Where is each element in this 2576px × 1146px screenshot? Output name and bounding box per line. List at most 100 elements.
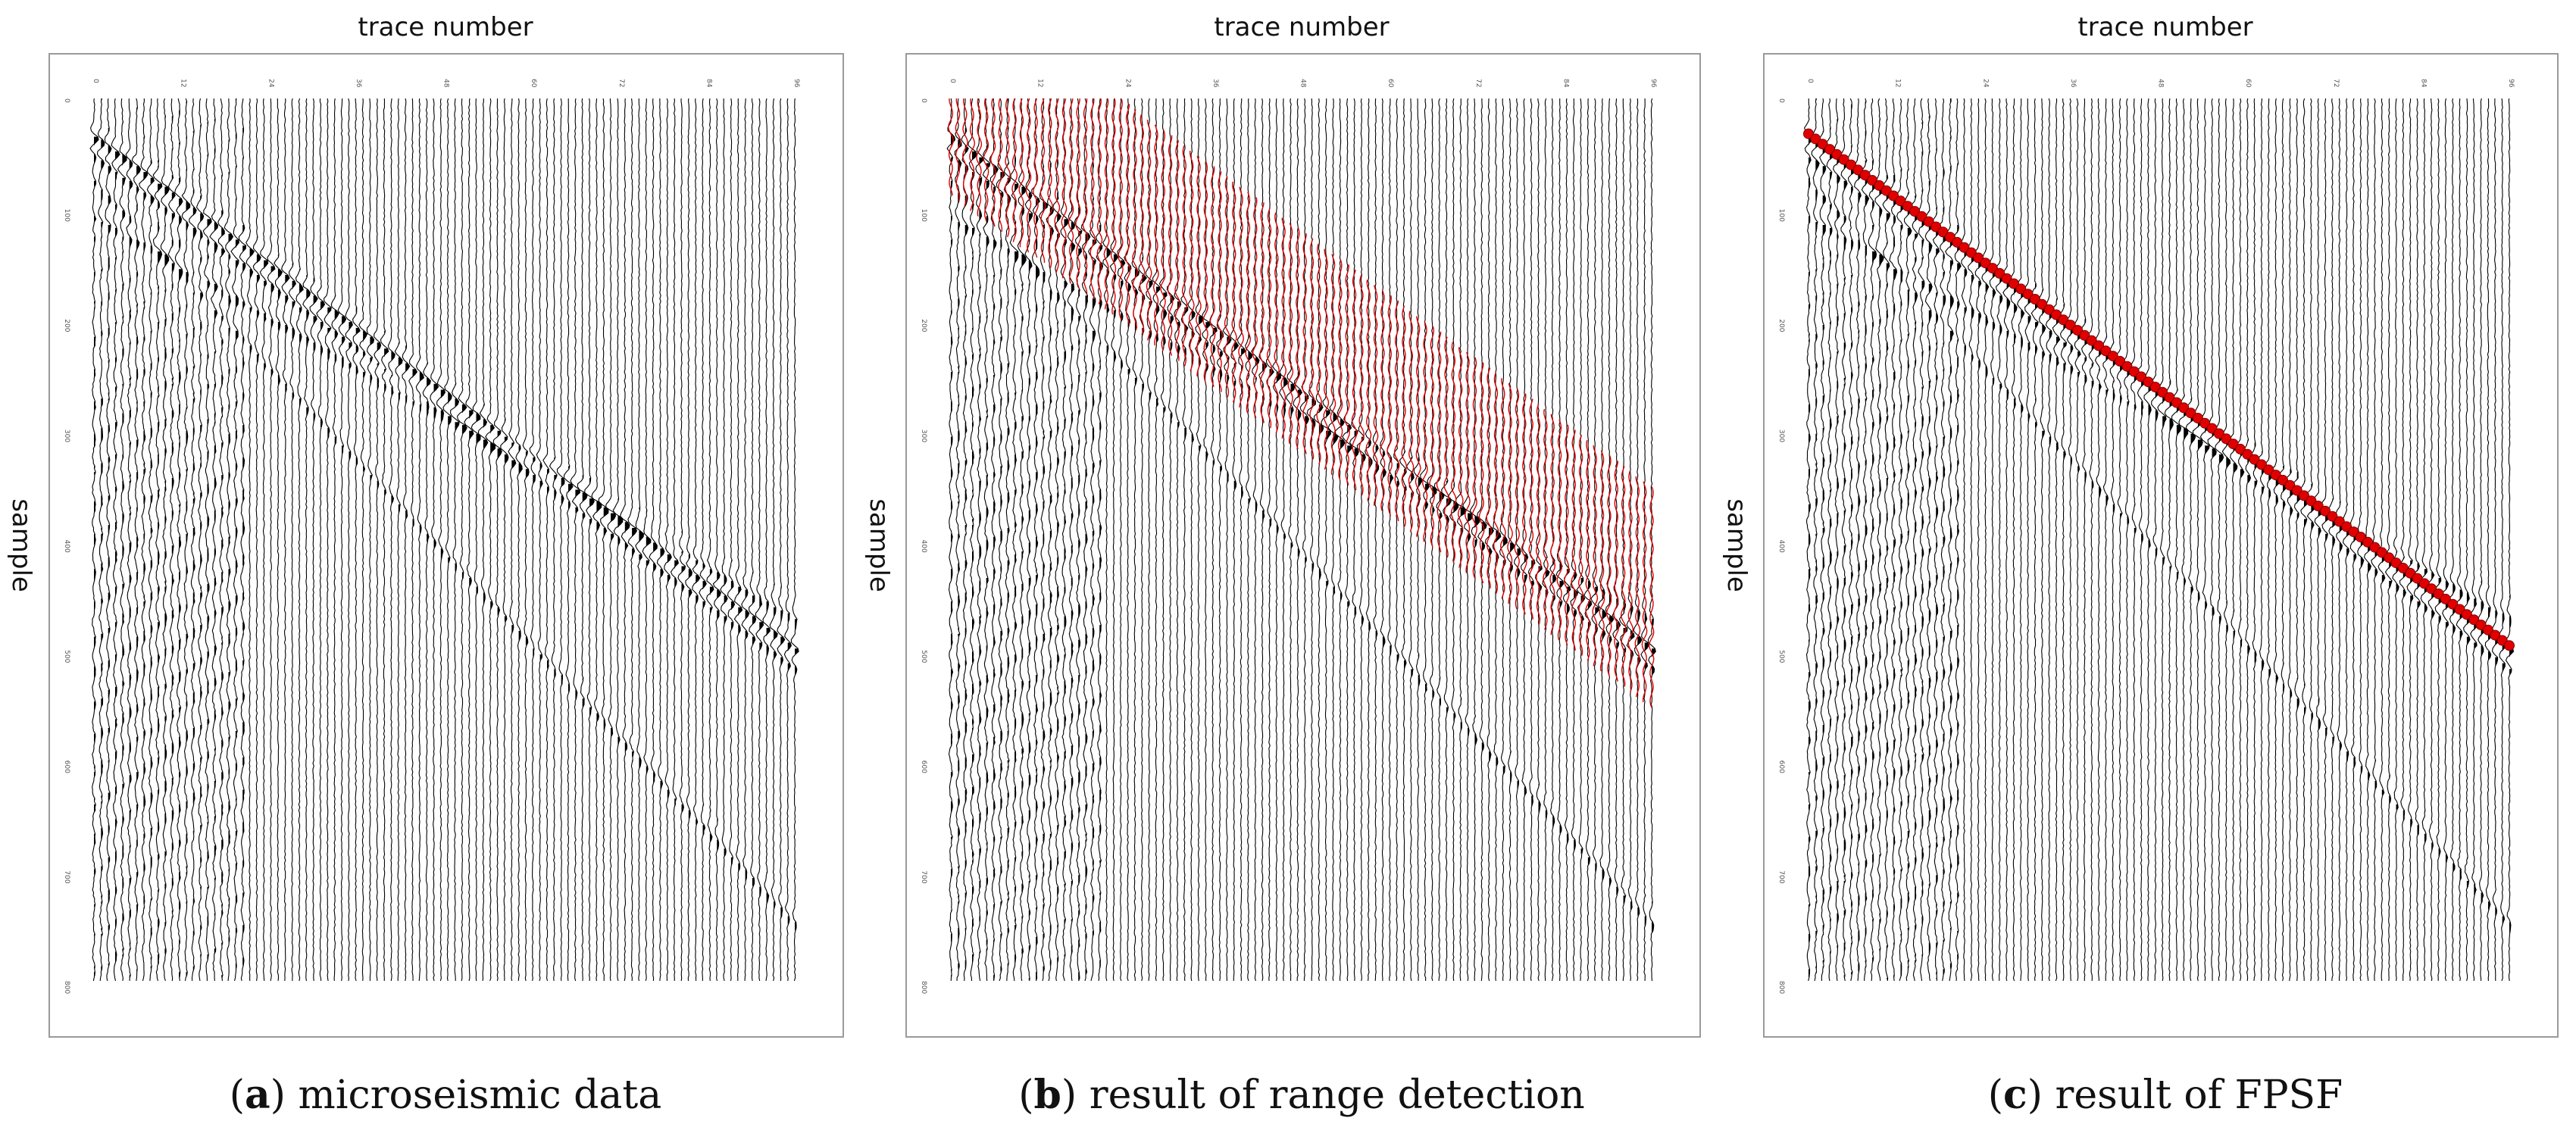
x-tick-label: 12	[1894, 79, 1902, 87]
trace-fill-77	[639, 507, 644, 770]
range-trace-18	[1075, 98, 1081, 289]
range-trace-79	[1507, 383, 1513, 604]
y-axis-title: sample	[1721, 498, 1752, 592]
trace-fill-25	[1985, 266, 1990, 378]
trace-95	[1618, 98, 1628, 982]
trace-fill-66	[2275, 478, 2280, 684]
trace-fill-89	[724, 557, 728, 857]
trace-fill-81	[1524, 554, 1528, 796]
y-axis-title: sample	[864, 498, 894, 592]
range-trace-65	[1408, 311, 1415, 532]
trace-63	[2250, 98, 2258, 982]
trace-71	[2306, 98, 2317, 982]
trace-fill-1	[958, 139, 961, 970]
trace-75	[2334, 98, 2345, 981]
range-trace-75	[1478, 362, 1485, 584]
trace-14	[189, 98, 197, 982]
trace-1	[1811, 98, 1820, 982]
trace-fill-67	[2283, 466, 2288, 693]
trace-49	[1293, 98, 1303, 981]
range-trace-25	[1124, 104, 1131, 325]
trace-25	[267, 98, 276, 982]
trace-fill-68	[1432, 486, 1436, 699]
trace-95	[2477, 98, 2486, 982]
trace-92	[741, 98, 750, 982]
x-tick-label: 96	[1649, 79, 1657, 88]
trace-32	[316, 98, 326, 982]
trace-31	[2024, 98, 2033, 982]
trace-fill-14	[1907, 136, 1912, 970]
trace-fill-69	[1439, 478, 1444, 707]
range-trace-78	[1499, 378, 1506, 599]
panel-caption: (b) result of range detection	[1018, 1072, 1585, 1118]
y-tick-label: 300	[920, 429, 927, 442]
pick-point	[2079, 329, 2090, 341]
pick-point	[2178, 402, 2190, 414]
trace-fill-81	[667, 525, 672, 799]
wiggle-fills	[94, 98, 799, 981]
trace-23	[1109, 98, 1119, 982]
trace-46	[415, 98, 424, 982]
trace-fill-76	[1489, 528, 1494, 763]
pick-point	[2461, 609, 2472, 620]
trace-fill-19	[1943, 169, 1948, 976]
range-trace-53	[1323, 248, 1330, 470]
pick-point	[2242, 448, 2253, 460]
trace-fill-60	[518, 445, 523, 643]
pick-point	[2256, 459, 2267, 470]
pick-point	[2270, 470, 2281, 481]
trace-32	[2030, 98, 2040, 982]
trace-33	[1180, 98, 1189, 982]
trace-fill-62	[2247, 439, 2251, 654]
trace-34	[2045, 98, 2054, 982]
trace-fill-94	[2474, 598, 2478, 896]
trace-fill-80	[1517, 548, 1521, 790]
trace-16	[202, 98, 212, 981]
range-trace-64	[1401, 305, 1408, 527]
trace-fill-98	[1644, 613, 1649, 929]
trace-fill-27	[1999, 275, 2004, 390]
trace-fill-20	[1949, 98, 1955, 970]
trace-31	[309, 98, 318, 982]
trace-fill-26	[1134, 269, 1140, 387]
trace-fill-75	[624, 522, 630, 752]
trace-88	[1570, 98, 1579, 982]
trace-57	[1349, 98, 1359, 982]
trace-50	[2157, 98, 2168, 982]
trace-fill-33	[2042, 289, 2046, 440]
trace-94	[1612, 98, 1621, 982]
trace-fill-9	[1014, 122, 1018, 963]
y-tick-label: 600	[1777, 760, 1785, 773]
trace-fill-5	[129, 160, 133, 979]
trace-fill-15	[1915, 195, 1918, 963]
range-trace-82	[1528, 398, 1534, 620]
trace-40	[374, 98, 382, 982]
trace-fill-76	[2346, 504, 2352, 763]
range-trace-33	[1181, 145, 1188, 367]
range-trace-59	[1365, 279, 1372, 501]
trace-82	[1527, 98, 1536, 982]
x-tick-label: 84	[1562, 79, 1569, 88]
pick-point	[2475, 620, 2487, 630]
pick-point	[1937, 226, 1949, 238]
pick-point	[2185, 408, 2196, 419]
pick-point	[1973, 252, 1984, 264]
trace-67	[2277, 98, 2288, 982]
trace-1	[954, 98, 962, 981]
pick-point	[2121, 361, 2133, 372]
trace-fill-64	[2262, 451, 2265, 673]
trace-fill-72	[603, 507, 608, 731]
trace-81	[2377, 98, 2386, 982]
range-trace-11	[1025, 98, 1032, 253]
trace-60	[1372, 98, 1380, 982]
range-trace-76	[1486, 367, 1493, 589]
pick-point	[1810, 133, 1821, 145]
range-trace-84	[1543, 409, 1549, 630]
trace-69	[2291, 98, 2302, 982]
pick-point	[1803, 128, 1814, 139]
trace-fill-30	[306, 275, 311, 417]
range-trace-89	[1577, 435, 1584, 656]
pick-point	[2065, 320, 2076, 331]
range-trace-70	[1443, 336, 1450, 558]
range-trace-4	[976, 98, 983, 217]
